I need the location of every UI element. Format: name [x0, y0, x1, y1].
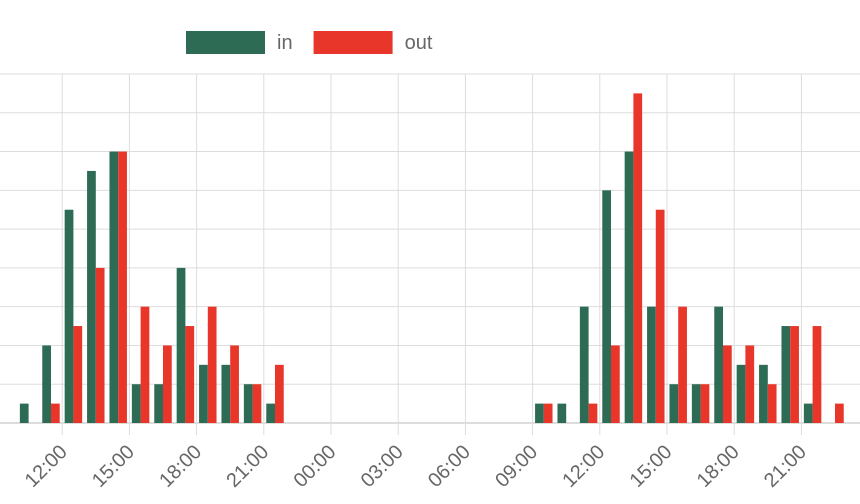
- bar: [275, 364, 284, 423]
- legend-label: out: [405, 32, 433, 54]
- bar: [611, 345, 620, 423]
- bar: [691, 384, 701, 423]
- bar: [633, 93, 643, 423]
- bar: [230, 345, 239, 423]
- x-tick-label: 03:00: [357, 441, 408, 492]
- x-tick-label: 06:00: [424, 441, 475, 492]
- bar: [95, 267, 105, 423]
- bar: [42, 345, 51, 423]
- bar: [73, 326, 83, 423]
- bar: [745, 345, 755, 423]
- bar: [700, 384, 710, 423]
- legend-label: in: [277, 32, 293, 54]
- bar: [579, 306, 589, 423]
- bar: [803, 403, 813, 423]
- bar: [767, 384, 777, 423]
- bar: [64, 209, 74, 423]
- x-tick-label: 00:00: [290, 441, 341, 492]
- x-tick-label: 15:00: [626, 441, 677, 492]
- bar: [588, 403, 598, 423]
- bar: [185, 326, 195, 423]
- bar: [154, 384, 163, 423]
- bar: [252, 384, 262, 423]
- bar: [51, 403, 60, 423]
- bar: [19, 403, 29, 423]
- bar: [199, 364, 208, 423]
- bar: [176, 267, 186, 423]
- bar: [163, 345, 172, 423]
- bar: [602, 190, 611, 423]
- bar: [835, 403, 844, 423]
- bar: [221, 364, 231, 423]
- legend-swatch: [186, 31, 265, 54]
- bar: [669, 384, 679, 423]
- x-tick-label: 18:00: [693, 441, 744, 492]
- bar: [243, 384, 253, 423]
- legend-swatch: [313, 31, 393, 54]
- x-tick-label: 12:00: [558, 441, 609, 492]
- bar: [790, 326, 799, 423]
- bar: [678, 306, 687, 423]
- bar: [557, 403, 567, 423]
- bar: [131, 384, 141, 423]
- x-tick-label: 21:00: [760, 441, 811, 492]
- x-tick-label: 18:00: [155, 441, 206, 492]
- bar: [118, 151, 127, 424]
- x-tick-label: 09:00: [0, 441, 5, 492]
- bar: [736, 364, 746, 423]
- bar: [714, 306, 723, 423]
- x-tick-label: 21:00: [222, 441, 273, 492]
- bar: [207, 306, 217, 423]
- x-tick-label: 12:00: [21, 441, 72, 492]
- bar: [647, 306, 656, 423]
- bar: [543, 403, 553, 423]
- x-tick-label: 09:00: [491, 441, 542, 492]
- bar: [87, 170, 96, 423]
- bar: [812, 326, 822, 423]
- bar: [723, 345, 732, 423]
- bar: [624, 151, 634, 424]
- bar: [535, 403, 544, 423]
- bar: [266, 403, 275, 423]
- x-tick-label: 15:00: [88, 441, 139, 492]
- bar: [759, 364, 768, 423]
- bar: [781, 326, 791, 423]
- bar: [655, 209, 665, 423]
- bar: [109, 151, 119, 424]
- bar: [140, 306, 150, 423]
